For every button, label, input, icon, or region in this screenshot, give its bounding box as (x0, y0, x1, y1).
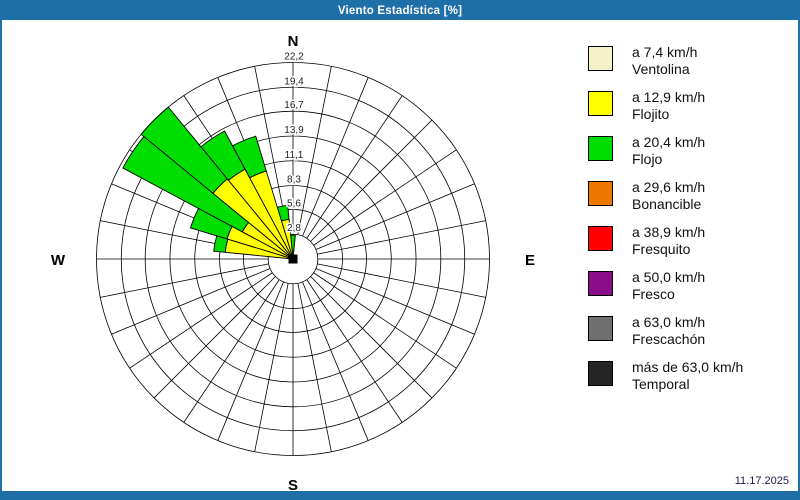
ring-tick-label: 2,8 (287, 223, 301, 234)
grid-spoke (183, 279, 280, 423)
compass-label-east: E (525, 252, 535, 269)
grid-spoke (100, 263, 269, 298)
ring-tick-label: 11,1 (285, 150, 304, 161)
legend-label: a 7,4 km/h Ventolina (632, 44, 697, 78)
grid-spoke (317, 263, 486, 298)
compass-label-north: N (288, 33, 299, 50)
legend-swatch (588, 226, 613, 251)
legend-label: a 20,4 km/h Flojo (632, 134, 705, 168)
date-label: 11.17.2025 (734, 475, 789, 487)
legend-swatch (588, 271, 613, 296)
wind-rose-petal-segment (200, 130, 246, 181)
ring-tick-label: 13,9 (284, 125, 304, 136)
legend-label: más de 63,0 km/h Temporal (632, 359, 743, 393)
grid-spoke (310, 276, 433, 399)
grid-spoke (297, 66, 332, 235)
legend-speed: a 7,4 km/h (632, 44, 698, 60)
wind-rose-petal-segment (213, 235, 229, 253)
legend-name: Flojito (632, 106, 670, 122)
legend-swatch (588, 181, 613, 206)
legend-speed: a 12,9 km/h (632, 89, 706, 105)
grid-spoke (310, 119, 433, 242)
legend-name: Fresco (632, 286, 675, 302)
legend-swatch (588, 316, 613, 341)
legend-speed: a 29,6 km/h (632, 179, 706, 195)
legend-name: Flojo (632, 151, 663, 167)
ring-tick-label: 8,3 (287, 175, 301, 186)
legend-swatch (588, 91, 613, 116)
legend-name: Fresquito (632, 241, 691, 257)
ring-tick-label: 19,4 (284, 76, 304, 87)
legend-item: a 12,9 km/h Flojito (588, 89, 788, 123)
grid-spoke (254, 283, 289, 452)
legend-item: a 63,0 km/h Frescachón (588, 314, 788, 348)
wind-rose-petal-segment (189, 207, 233, 240)
legend-swatch (588, 46, 613, 71)
grid-spoke (297, 283, 332, 452)
polar-grid (96, 62, 490, 456)
legend-name: Frescachón (632, 331, 706, 347)
legend-item: a 20,4 km/h Flojo (588, 134, 788, 168)
grid-spoke (315, 183, 475, 250)
legend-speed: más de 63,0 km/h (632, 359, 744, 375)
legend-swatch (588, 136, 613, 161)
legend-item: a 7,4 km/h Ventolina (588, 44, 788, 78)
title-bar: Viento Estadística [%] (2, 2, 798, 20)
legend-item: a 38,9 km/h Fresquito (588, 224, 788, 258)
legend-label: a 29,6 km/h Bonancible (632, 179, 705, 213)
grid-spoke (153, 276, 276, 399)
legend-item: a 50,0 km/h Fresco (588, 269, 788, 303)
grid-spoke (306, 95, 403, 239)
ring-tick-labels: 2,8 5,6 8,3 11,1 13,9 16,7 19,4 22,2 (283, 50, 306, 236)
legend-speed: a 50,0 km/h (632, 269, 706, 285)
legend-speed: a 63,0 km/h (632, 314, 706, 330)
grid-spoke (315, 268, 475, 335)
legend-name: Ventolina (632, 61, 690, 77)
legend-label: a 38,9 km/h Fresquito (632, 224, 705, 258)
legend-item: a 29,6 km/h Bonancible (588, 179, 788, 213)
ring-tick-label: 16,7 (284, 100, 304, 111)
wind-rose-petal-segment (122, 135, 250, 233)
compass-labels: N E S W (51, 33, 535, 491)
wind-rose-chart: 2,8 5,6 8,3 11,1 13,9 16,7 19,4 22,2 N E S W (51, 33, 535, 491)
legend-speed: a 38,9 km/h (632, 224, 706, 240)
center-marker (288, 254, 298, 264)
grid-spoke (306, 279, 403, 423)
wind-rose-petal-segment (231, 135, 267, 179)
wind-rose-petal-segment (140, 106, 228, 194)
grid-spoke (111, 268, 271, 335)
grid-spoke (302, 281, 369, 441)
legend-name: Temporal (632, 376, 690, 392)
legend-speed: a 20,4 km/h (632, 134, 706, 150)
legend: a 7,4 km/h Ventolina a 12,9 km/h Flojito a 2… (588, 44, 788, 404)
compass-label-south: S (288, 477, 298, 491)
ring-tick-label: 22,2 (284, 52, 304, 63)
grid-spoke (217, 281, 284, 441)
legend-label: a 63,0 km/h Frescachón (632, 314, 705, 348)
compass-label-west: W (51, 252, 66, 269)
grid-spoke (129, 272, 273, 369)
bottom-bar (2, 491, 798, 498)
legend-label: a 50,0 km/h Fresco (632, 269, 705, 303)
wind-rose-petals (122, 106, 296, 260)
legend-item: más de 63,0 km/h Temporal (588, 359, 788, 393)
legend-swatch (588, 361, 613, 386)
grid-spoke (302, 77, 369, 237)
legend-label: a 12,9 km/h Flojito (632, 89, 705, 123)
grid-spoke (313, 272, 457, 369)
ring-tick-label: 5,6 (287, 198, 301, 209)
legend-name: Bonancible (632, 196, 702, 212)
window-title: Viento Estadística [%] (337, 5, 463, 17)
grid-spoke (317, 220, 486, 255)
grid-spoke (313, 149, 457, 246)
